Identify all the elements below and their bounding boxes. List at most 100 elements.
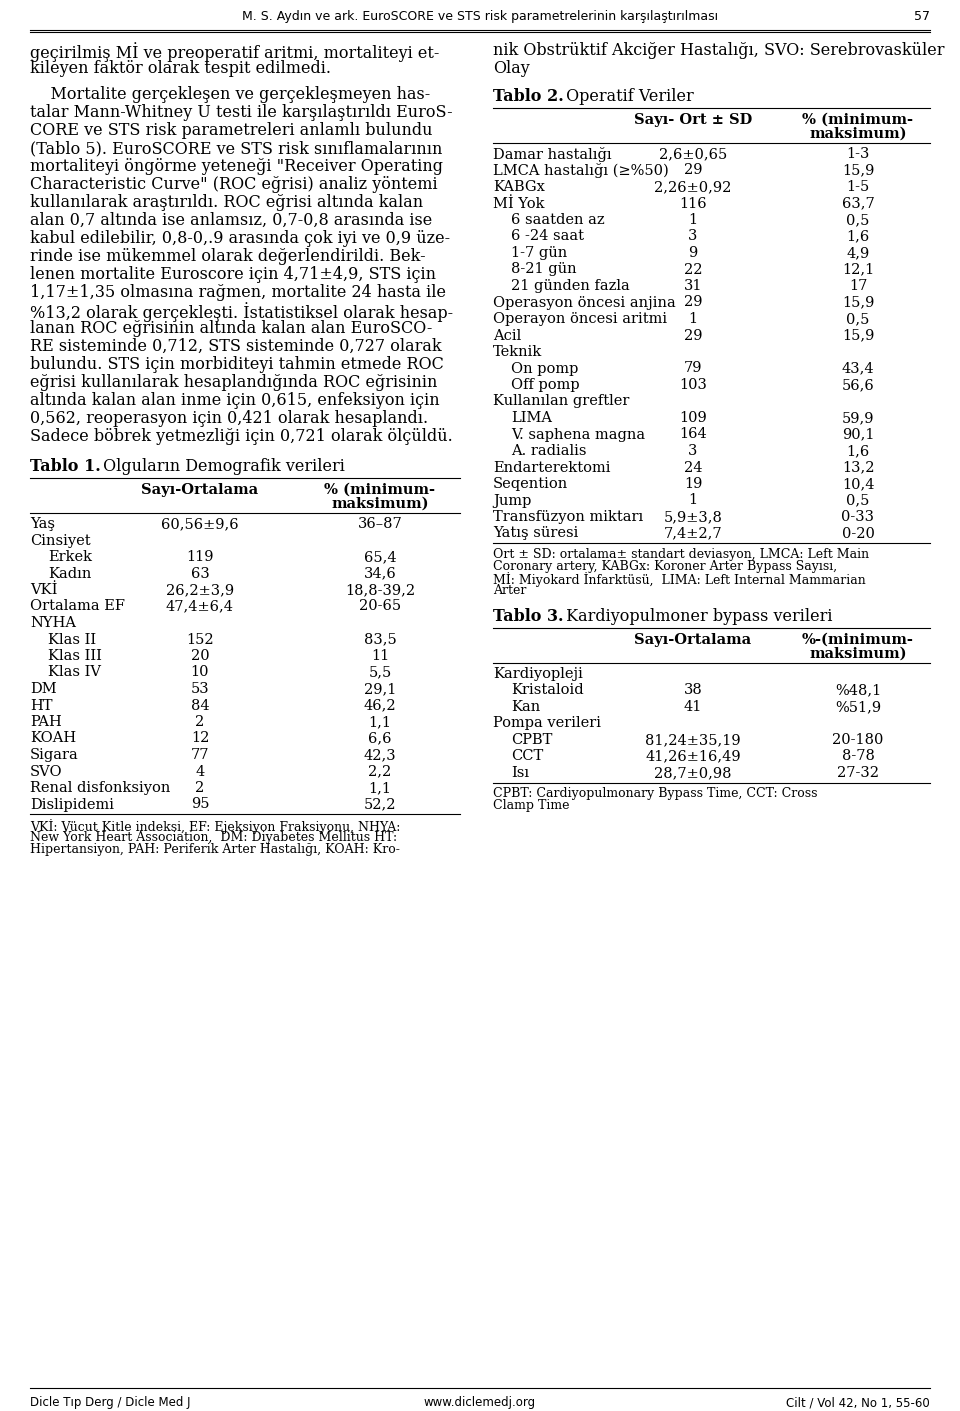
Text: Teknik: Teknik: [493, 346, 542, 358]
Text: 26,2±3,9: 26,2±3,9: [166, 583, 234, 597]
Text: Tablo 2.: Tablo 2.: [493, 87, 564, 104]
Text: 24: 24: [684, 460, 703, 474]
Text: 3: 3: [688, 444, 698, 459]
Text: KOAH: KOAH: [30, 731, 76, 745]
Text: 41,26±16,49: 41,26±16,49: [645, 749, 741, 763]
Text: Sigara: Sigara: [30, 748, 79, 762]
Text: Sadece böbrek yetmezliği için 0,721 olarak ölçüldü.: Sadece böbrek yetmezliği için 0,721 olar…: [30, 428, 453, 444]
Text: Off pomp: Off pomp: [511, 378, 580, 392]
Text: 90,1: 90,1: [842, 428, 875, 442]
Text: 2: 2: [196, 782, 204, 794]
Text: 1: 1: [688, 494, 698, 508]
Text: Dislipidemi: Dislipidemi: [30, 797, 114, 811]
Text: % (minimum-: % (minimum-: [324, 483, 436, 497]
Text: SVO: SVO: [30, 765, 62, 779]
Text: Klas III: Klas III: [48, 649, 102, 663]
Text: DM: DM: [30, 682, 57, 696]
Text: HT: HT: [30, 698, 53, 713]
Text: (Tablo 5). EuroSCORE ve STS risk sınıflamalarının: (Tablo 5). EuroSCORE ve STS risk sınıfla…: [30, 140, 443, 157]
Text: www.diclemedj.org: www.diclemedj.org: [424, 1395, 536, 1410]
Text: 1,6: 1,6: [847, 230, 870, 244]
Text: mortaliteyi öngörme yeteneği "Receiver Operating: mortaliteyi öngörme yeteneği "Receiver O…: [30, 158, 443, 175]
Text: 29: 29: [684, 329, 703, 343]
Text: Yatış süresi: Yatış süresi: [493, 526, 578, 540]
Text: Kardiyopleji: Kardiyopleji: [493, 667, 583, 682]
Text: 47,4±6,4: 47,4±6,4: [166, 600, 234, 614]
Text: 18,8-39,2: 18,8-39,2: [345, 583, 415, 597]
Text: KABGx: KABGx: [493, 181, 545, 193]
Text: Yaş: Yaş: [30, 516, 55, 531]
Text: V. saphena magna: V. saphena magna: [511, 428, 645, 442]
Text: 12: 12: [191, 731, 209, 745]
Text: A. radialis: A. radialis: [511, 444, 587, 459]
Text: 29,1: 29,1: [364, 682, 396, 696]
Text: 1: 1: [688, 312, 698, 326]
Text: 31: 31: [684, 279, 703, 293]
Text: 17: 17: [849, 279, 867, 293]
Text: Erkek: Erkek: [48, 550, 92, 564]
Text: NYHA: NYHA: [30, 617, 76, 629]
Text: 13,2: 13,2: [842, 460, 875, 474]
Text: 3: 3: [688, 230, 698, 244]
Text: 42,3: 42,3: [364, 748, 396, 762]
Text: maksimum): maksimum): [331, 497, 429, 511]
Text: alan 0,7 altında ise anlamsız, 0,7-0,8 arasında ise: alan 0,7 altında ise anlamsız, 0,7-0,8 a…: [30, 212, 432, 229]
Text: Kadın: Kadın: [48, 566, 91, 580]
Text: Seqention: Seqention: [493, 477, 568, 491]
Text: VKİ: VKİ: [30, 583, 58, 597]
Text: 81,24±35,19: 81,24±35,19: [645, 732, 741, 746]
Text: 10: 10: [191, 666, 209, 680]
Text: 15,9: 15,9: [842, 329, 875, 343]
Text: maksimum): maksimum): [809, 648, 907, 660]
Text: CCT: CCT: [511, 749, 543, 763]
Text: %48,1: %48,1: [835, 683, 881, 697]
Text: CORE ve STS risk parametreleri anlamlı bulundu: CORE ve STS risk parametreleri anlamlı b…: [30, 121, 433, 140]
Text: On pomp: On pomp: [511, 361, 578, 375]
Text: 15,9: 15,9: [842, 295, 875, 309]
Text: 83,5: 83,5: [364, 632, 396, 646]
Text: Mİ: Miyokard İnfarktüsü,  LIMA: Left Internal Mammarian: Mİ: Miyokard İnfarktüsü, LIMA: Left Inte…: [493, 571, 866, 587]
Text: 116: 116: [679, 196, 707, 210]
Text: 53: 53: [191, 682, 209, 696]
Text: 8-21 gün: 8-21 gün: [511, 262, 577, 277]
Text: % (minimum-: % (minimum-: [803, 113, 914, 127]
Text: lenen mortalite Euroscore için 4,71±4,9, STS için: lenen mortalite Euroscore için 4,71±4,9,…: [30, 267, 436, 284]
Text: Tablo 3.: Tablo 3.: [493, 608, 564, 625]
Text: 27-32: 27-32: [837, 766, 879, 780]
Text: Endarterektomi: Endarterektomi: [493, 460, 611, 474]
Text: RE sisteminde 0,712, STS sisteminde 0,727 olarak: RE sisteminde 0,712, STS sisteminde 0,72…: [30, 339, 442, 356]
Text: 1-5: 1-5: [847, 181, 870, 193]
Text: 6,6: 6,6: [369, 731, 392, 745]
Text: 1-3: 1-3: [847, 147, 870, 161]
Text: Ort ± SD: ortalama± standart deviasyon, LMCA: Left Main: Ort ± SD: ortalama± standart deviasyon, …: [493, 547, 869, 562]
Text: 10,4: 10,4: [842, 477, 875, 491]
Text: 6 -24 saat: 6 -24 saat: [511, 230, 584, 244]
Text: Dicle Tıp Derg / Dicle Med J: Dicle Tıp Derg / Dicle Med J: [30, 1395, 190, 1410]
Text: 0,5: 0,5: [847, 213, 870, 227]
Text: 103: 103: [679, 378, 707, 392]
Text: rinde ise mükemmel olarak değerlendirildi. Bek-: rinde ise mükemmel olarak değerlendirild…: [30, 248, 425, 265]
Text: Sayı-Ortalama: Sayı-Ortalama: [635, 634, 752, 648]
Text: 20-180: 20-180: [832, 732, 884, 746]
Text: Characteristic Curve" (ROC eğrisi) analiz yöntemi: Characteristic Curve" (ROC eğrisi) anali…: [30, 176, 438, 193]
Text: 164: 164: [679, 428, 707, 442]
Text: Isı: Isı: [511, 766, 529, 780]
Text: 95: 95: [191, 797, 209, 811]
Text: 41: 41: [684, 700, 702, 714]
Text: %13,2 olarak gerçekleşti. İstatistiksel olarak hesap-: %13,2 olarak gerçekleşti. İstatistiksel …: [30, 302, 453, 322]
Text: geçirilmiş Mİ ve preoperatif aritmi, mortaliteyi et-: geçirilmiş Mİ ve preoperatif aritmi, mor…: [30, 42, 440, 62]
Text: 2,2: 2,2: [369, 765, 392, 779]
Text: 15,9: 15,9: [842, 164, 875, 178]
Text: bulundu. STS için morbiditeyi tahmin etmede ROC: bulundu. STS için morbiditeyi tahmin etm…: [30, 356, 444, 373]
Text: 56,6: 56,6: [842, 378, 875, 392]
Text: 57: 57: [914, 10, 930, 23]
Text: 9: 9: [688, 246, 698, 260]
Text: 84: 84: [191, 698, 209, 713]
Text: M. S. Aydın ve ark. EuroSCORE ve STS risk parametrelerinin karşılaştırılması: M. S. Aydın ve ark. EuroSCORE ve STS ris…: [242, 10, 718, 23]
Text: Pompa verileri: Pompa verileri: [493, 717, 601, 731]
Text: nik Obstrüktif Akciğer Hastalığı, SVO: Serebrovasküler: nik Obstrüktif Akciğer Hastalığı, SVO: S…: [493, 42, 945, 59]
Text: 5,5: 5,5: [369, 666, 392, 680]
Text: Olay: Olay: [493, 61, 530, 78]
Text: Mİ Yok: Mİ Yok: [493, 196, 544, 210]
Text: 43,4: 43,4: [842, 361, 875, 375]
